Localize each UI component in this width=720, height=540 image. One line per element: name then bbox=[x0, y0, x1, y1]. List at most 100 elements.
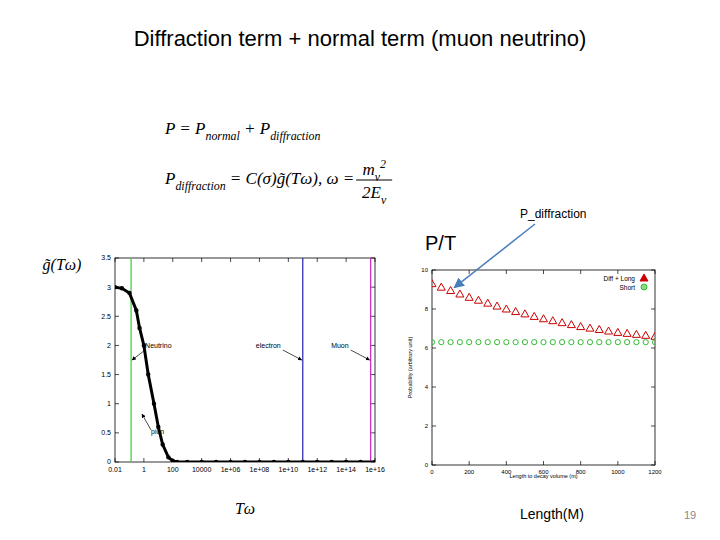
chart: 0246810020040060080010001200Probability … bbox=[407, 267, 662, 479]
reference-line bbox=[302, 258, 303, 462]
x-axis-label: Length to decay volume (m) bbox=[509, 473, 577, 479]
circle-marker bbox=[272, 460, 276, 462]
x-tick-label: 200 bbox=[464, 469, 475, 475]
x-tick bbox=[506, 461, 507, 465]
y-tick-label: 6 bbox=[425, 345, 429, 351]
formula-part: m bbox=[362, 160, 374, 179]
circle-marker bbox=[569, 340, 574, 345]
y-tick-label: 3.5 bbox=[101, 254, 111, 261]
triangle-marker bbox=[521, 310, 529, 317]
x-tick bbox=[143, 458, 144, 462]
title: Diffraction term + normal term (muon neu… bbox=[134, 26, 587, 51]
y-tick bbox=[432, 270, 436, 271]
triangle-marker bbox=[484, 299, 492, 306]
y-axis-label: g̃(Tω) bbox=[43, 256, 82, 274]
y-tick bbox=[115, 345, 119, 346]
circle-marker bbox=[522, 340, 527, 345]
chart: 00.511.522.533.50.011100100001e+061e+081… bbox=[43, 254, 385, 517]
y-tick bbox=[432, 465, 436, 466]
circle-marker bbox=[358, 460, 362, 462]
y-tick bbox=[115, 403, 119, 404]
x-tick-label: 1 bbox=[142, 466, 146, 473]
y-tick-label: 3 bbox=[107, 284, 111, 291]
x-tick bbox=[432, 461, 433, 465]
label-arrow bbox=[132, 350, 145, 360]
label-arrow bbox=[351, 350, 370, 360]
circle-marker bbox=[587, 340, 592, 345]
triangle-marker bbox=[642, 331, 650, 338]
formula-part: diffraction bbox=[270, 129, 320, 143]
page-number: 19 bbox=[684, 509, 696, 521]
circle-marker bbox=[597, 340, 602, 345]
triangle-marker bbox=[586, 324, 594, 331]
y-tick-label: 0 bbox=[425, 462, 429, 468]
annotation-arrow bbox=[454, 224, 535, 288]
y-tick bbox=[432, 426, 436, 427]
circle-marker bbox=[541, 340, 546, 345]
y-tick bbox=[432, 309, 436, 310]
x-tick bbox=[655, 270, 656, 274]
circle-marker bbox=[137, 326, 141, 330]
x-tick bbox=[201, 258, 202, 262]
y-tick bbox=[651, 465, 655, 466]
circle-marker bbox=[373, 460, 375, 462]
x-tick-label: 1000 bbox=[611, 469, 625, 475]
circle-marker bbox=[286, 460, 290, 462]
y-tick bbox=[371, 432, 375, 433]
circle-marker bbox=[559, 340, 564, 345]
y-tick bbox=[651, 426, 655, 427]
circle-marker bbox=[120, 286, 124, 290]
annotation: P_diffraction bbox=[520, 207, 587, 221]
x-tick bbox=[580, 270, 581, 274]
circle-marker bbox=[214, 460, 218, 462]
y-tick bbox=[432, 348, 436, 349]
formula-part: P = P bbox=[164, 119, 205, 138]
x-tick bbox=[288, 258, 289, 262]
x-tick bbox=[617, 461, 618, 465]
circle-marker bbox=[301, 460, 305, 462]
triangle-marker bbox=[595, 325, 603, 332]
y-tick bbox=[371, 287, 375, 288]
circle-marker bbox=[127, 291, 131, 295]
x-tick-label: 1200 bbox=[648, 469, 662, 475]
x-tick bbox=[143, 258, 144, 262]
circle-marker bbox=[160, 442, 164, 446]
y-tick-label: 2.5 bbox=[101, 313, 111, 320]
formula: Pdiffraction = C(σ)g̃(Tω), ω = bbox=[164, 169, 354, 193]
y-tick bbox=[432, 387, 436, 388]
triangle-marker bbox=[549, 317, 557, 324]
formula-part: 2E bbox=[362, 183, 382, 202]
circle-marker bbox=[257, 460, 261, 462]
circle-marker bbox=[494, 340, 499, 345]
y-tick bbox=[371, 345, 375, 346]
y-tick bbox=[371, 403, 375, 404]
circle-marker bbox=[615, 340, 620, 345]
x-tick bbox=[469, 461, 470, 465]
circle-marker bbox=[476, 340, 481, 345]
x-tick bbox=[230, 258, 231, 262]
triangle-marker bbox=[437, 283, 445, 290]
x-tick bbox=[469, 270, 470, 274]
y-tick-label: 0 bbox=[107, 458, 111, 465]
circle-marker bbox=[439, 340, 444, 345]
y-tick bbox=[371, 316, 375, 317]
legend-marker bbox=[641, 284, 647, 290]
circle-marker bbox=[115, 285, 117, 289]
x-tick bbox=[172, 258, 173, 262]
triangle-marker bbox=[632, 330, 640, 337]
x-tick-label: 1e+14 bbox=[336, 466, 356, 473]
y-tick bbox=[115, 374, 119, 375]
plot-area bbox=[432, 280, 655, 345]
triangle-marker bbox=[567, 321, 575, 328]
x-tick bbox=[543, 270, 544, 274]
formula-part: + P bbox=[240, 119, 270, 138]
y-tick bbox=[651, 348, 655, 349]
y-tick bbox=[651, 270, 655, 271]
label-arrow bbox=[283, 350, 302, 360]
x-tick bbox=[375, 258, 376, 262]
triangle-marker bbox=[623, 329, 631, 336]
x-tick bbox=[317, 258, 318, 262]
triangle-marker bbox=[577, 323, 585, 330]
reference-line-label: Muon bbox=[331, 342, 349, 349]
triangle-marker bbox=[512, 308, 520, 315]
